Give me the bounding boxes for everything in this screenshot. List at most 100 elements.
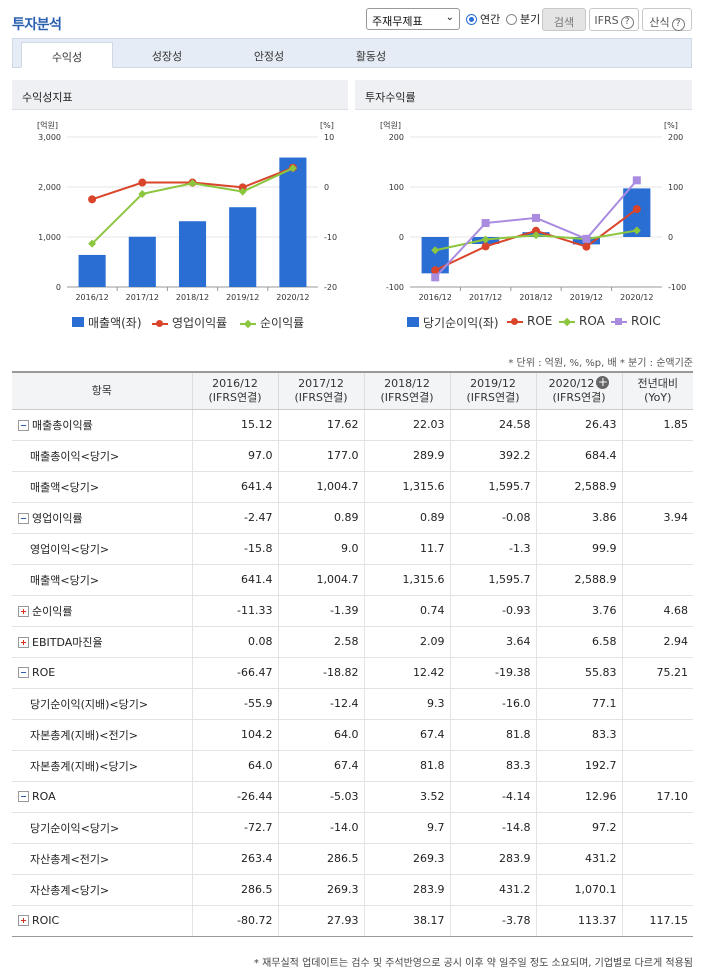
y-right-unit-label: [%] [664, 121, 678, 130]
row-label: 자산총계<전기> [12, 843, 192, 875]
period-basis: (IFRS연결) [552, 391, 606, 405]
formula-button[interactable]: 산식? [642, 8, 692, 31]
table-cell: 1.85 [621, 409, 693, 441]
table-cell: -15.8 [191, 533, 278, 565]
legend-item[interactable]: 순이익률 [240, 314, 304, 331]
row-label-text: 매출총이익률 [32, 418, 93, 432]
ifrs-button[interactable]: IFRS? [589, 8, 639, 31]
row-label-text: 매출액<당기> [30, 480, 100, 494]
table-cell: 283.9 [449, 843, 536, 875]
radio-quarter-label: 분기 [520, 13, 541, 26]
search-button[interactable]: 검색 [542, 8, 586, 31]
point-ROA [481, 235, 490, 244]
period-year: 2018/12 [384, 376, 430, 390]
legend-label: 순이익률 [260, 316, 305, 330]
statement-type-value: 주재무제표 [372, 15, 423, 28]
legend-item[interactable]: 매출액(좌) [72, 314, 142, 331]
legend-swatch-icon [507, 316, 523, 326]
table-cell: 269.3 [277, 874, 364, 906]
table-cell [621, 471, 693, 503]
row-label[interactable]: 순이익률 [12, 595, 192, 627]
table-cell: 83.3 [535, 719, 622, 751]
tab-profitability[interactable]: 수익성 [21, 42, 113, 68]
table-cell [621, 719, 693, 751]
legend-item[interactable]: ROA [559, 314, 605, 328]
yoy-header-line: 전년대비 [637, 376, 678, 390]
table-row: ROE -66.47 -18.82 12.42 -19.38 55.83 75.21 [12, 657, 693, 689]
table-cell: 0.89 [363, 502, 450, 534]
table-cell [621, 564, 693, 596]
yoy-header-line: (YoY) [644, 390, 672, 404]
period-header: 2019/12 (IFRS연결) [449, 371, 536, 410]
y-left-tick-label: 3,000 [38, 133, 61, 142]
table-cell: -80.72 [191, 905, 278, 937]
point-ROIC [532, 213, 540, 222]
table-row: ROA -26.44 -5.03 3.52 -4.14 12.96 17.10 [12, 781, 693, 813]
expand-plus-icon[interactable] [18, 636, 29, 648]
tab-stability[interactable]: 안정성 [253, 50, 285, 63]
row-label: 영업이익<당기> [12, 533, 192, 565]
row-label: 자본총계(지배)<전기> [12, 719, 192, 751]
collapse-minus-icon[interactable] [18, 512, 29, 524]
table-cell: 4.68 [621, 595, 693, 627]
row-label[interactable]: EBITDA마진율 [12, 626, 192, 658]
row-label[interactable]: ROE [12, 657, 192, 689]
table-row: 매출액<당기> 641.4 1,004.7 1,315.6 1,595.7 2,588.9 [12, 564, 693, 596]
row-label[interactable]: ROIC [12, 905, 192, 937]
row-label-text: 자산총계<전기> [30, 852, 110, 866]
row-label[interactable]: ROA [12, 781, 192, 813]
expand-plus-icon[interactable]: + [596, 375, 610, 390]
legend-item[interactable]: ROIC [611, 314, 661, 328]
expand-plus-icon[interactable] [18, 605, 29, 617]
legend-item[interactable]: 영업이익률 [152, 314, 227, 331]
table-cell: 177.0 [277, 440, 364, 472]
table-row: 당기순이익(지배)<당기> -55.9 -12.4 9.3 -16.0 77.1 [12, 688, 693, 720]
statement-type-select[interactable]: 주재무제표 ⌄ [366, 8, 460, 30]
collapse-minus-icon[interactable] [18, 419, 29, 431]
legend-item[interactable]: ROE [507, 314, 552, 328]
tab-growth[interactable]: 성장성 [151, 50, 183, 63]
period-basis: (IFRS연결) [294, 390, 348, 404]
collapse-minus-icon[interactable] [18, 667, 29, 678]
x-tick-label: 2019/12 [570, 293, 603, 302]
table-cell: 15.12 [191, 409, 278, 441]
expand-plus-icon[interactable] [18, 915, 29, 926]
formula-button-label: 산식 [649, 16, 670, 29]
point-ROE [431, 266, 440, 275]
point-순이익률 [238, 187, 247, 196]
unit-note: * 단위 : 억원, %, %p, 배 * 분기 : 순액기준 [508, 358, 693, 369]
tab-activity[interactable]: 활동성 [355, 50, 387, 63]
legend-item[interactable]: 당기순이익(좌) [407, 314, 499, 331]
row-label[interactable]: 영업이익률 [12, 502, 192, 534]
table-row: 영업이익<당기> -15.8 9.0 11.7 -1.3 99.9 [12, 533, 693, 565]
point-순이익률 [88, 239, 97, 248]
point-ROIC [582, 234, 591, 243]
table-cell: -4.14 [449, 781, 536, 813]
table-cell: 392.2 [449, 440, 536, 472]
row-label-text: ROA [32, 790, 56, 803]
table-cell: 22.03 [363, 409, 450, 441]
collapse-minus-icon[interactable] [18, 791, 29, 802]
radio-annual[interactable]: 연간 [466, 11, 500, 27]
point-ROIC [431, 273, 440, 282]
table-cell: 1,595.7 [449, 564, 536, 596]
y-left-tick-label: 2,000 [38, 183, 61, 192]
row-label-text: EBITDA마진율 [32, 635, 103, 649]
table-cell: 641.4 [191, 471, 278, 503]
table-header-row: 항목 2016/12 (IFRS연결) 2017/12 (IFRS연결) 2018/12(… [12, 371, 693, 410]
point-영업이익률 [238, 183, 247, 192]
radio-quarter[interactable]: 분기 [506, 11, 540, 27]
table-row: 매출총이익률 15.12 17.62 22.03 24.58 26.43 1.85 [12, 409, 693, 441]
table-cell: -5.03 [277, 781, 364, 813]
table-cell: 97.0 [191, 440, 278, 472]
table-cell: 6.58 [535, 626, 622, 658]
table-cell: 1,595.7 [449, 471, 536, 503]
row-label[interactable]: 매출총이익률 [12, 409, 192, 441]
tab-bar: 수익성 성장성 안정성 활동성 [12, 38, 692, 68]
point-ROA [632, 226, 641, 235]
table-cell: 192.7 [535, 750, 622, 782]
table-cell: 113.37 [535, 905, 622, 937]
table-cell: 0.74 [363, 595, 450, 627]
table-row: 자본총계(지배)<당기> 64.0 67.4 81.8 83.3 192.7 [12, 750, 693, 782]
table-cell: 104.2 [191, 719, 278, 751]
